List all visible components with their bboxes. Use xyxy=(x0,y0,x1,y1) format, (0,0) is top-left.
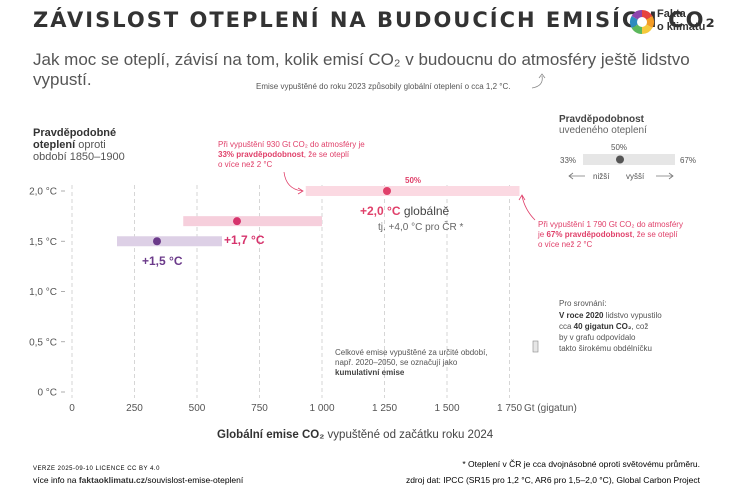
legend-median-dot xyxy=(616,155,624,164)
legend-pct-mid: 50% xyxy=(611,143,627,152)
median-point-0 xyxy=(153,237,161,246)
footer-footnote: * Oteplení v ČR je cca dvojnásobné oprot… xyxy=(462,459,700,469)
footer-source: zdroj dat: IPCC (SR15 pro 1,2 °C, AR6 pr… xyxy=(406,475,701,485)
baseline-note-arrow xyxy=(531,73,546,89)
logo-text: Fakta o klimatu xyxy=(657,8,706,33)
x-tick-label: 750 xyxy=(251,403,268,414)
range-band-0 xyxy=(117,236,222,247)
x-tick-label: 250 xyxy=(126,403,143,414)
legend-title-2: uvedeného oteplení xyxy=(559,125,647,136)
range-band-2 xyxy=(305,186,520,196)
annotation-67-arrow xyxy=(521,195,536,221)
y-tick-label: 0 °C xyxy=(37,388,57,399)
chart-subtitle: Jak moc se oteplí, závisí na tom, kolik … xyxy=(33,50,690,89)
series-label-1-5: +1,5 °C xyxy=(142,254,183,268)
annotation-33-arrow xyxy=(283,171,303,192)
logo-icon xyxy=(629,9,655,35)
cumulative-note-line1: Celkové emise vypuštěné za určité období… xyxy=(335,348,488,357)
annotation-67-line2: je 67% pravděpodobnost, že se oteplí xyxy=(537,230,678,239)
baseline-note: Emise vypuštěné do roku 2023 způsobily g… xyxy=(256,82,511,91)
legend-pct-high: 67% xyxy=(680,156,696,165)
cumulative-note-line2: např. 2020–2050, se označují jako xyxy=(335,358,458,367)
legend-higher: vyšší xyxy=(626,172,645,181)
range-band-1 xyxy=(183,216,322,227)
x-axis-unit: Gt (gigatun) xyxy=(524,403,577,414)
footer-version: VERZE 2025-09-10 LICENCE CC BY 4.0 xyxy=(33,466,160,472)
legend-band xyxy=(583,154,675,165)
series-label-2-0-cz: tj. +4,0 °C pro ČR * xyxy=(378,220,464,233)
annotation-67-line3: o více než 2 °C xyxy=(538,240,593,249)
legend-arrow-right xyxy=(656,172,674,180)
legend-lower: nižší xyxy=(593,172,610,181)
x-tick-label: 1 000 xyxy=(309,403,334,414)
y-axis-label-line1: Pravděpodobné xyxy=(33,127,116,139)
median-50-label: 50% xyxy=(405,176,421,185)
x-axis-label: Globální emise CO₂ vypuštěné od začátku … xyxy=(217,429,494,441)
legend-pct-low: 33% xyxy=(560,156,576,165)
x-tick-label: 1 250 xyxy=(372,403,397,414)
y-tick-label: 2,0 °C xyxy=(29,187,57,198)
x-tick-label: 0 xyxy=(69,403,75,414)
comparison-line3: cca 40 gigatun CO₂, což xyxy=(559,322,648,331)
y-tick-label: 1,0 °C xyxy=(29,287,57,298)
footer-more-info: více info na faktaoklimatu.cz/souvislost… xyxy=(33,475,244,485)
comparison-rect xyxy=(532,340,539,353)
x-tick-label: 1 750 xyxy=(497,403,522,414)
x-tick-label: 500 xyxy=(189,403,206,414)
logo xyxy=(629,9,655,35)
comparison-line4: by v grafu odpovídalo xyxy=(559,333,636,342)
series-label-1-7: +1,7 °C xyxy=(224,233,265,247)
legend-arrow-left xyxy=(568,172,585,180)
y-tick-label: 1,5 °C xyxy=(29,237,57,248)
annotation-33-line2: 33% pravděpodobnost, že se oteplí xyxy=(218,150,350,159)
median-point-2 xyxy=(383,187,391,195)
annotation-33-line1: Při vypuštění 930 Gt CO₂ do atmosféry je xyxy=(218,140,365,149)
x-tick-label: 1 500 xyxy=(434,403,459,414)
legend-title-1: Pravděpodobnost xyxy=(559,114,645,125)
chart-title: ZÁVISLOST OTEPLENÍ NA BUDOUCÍCH EMISÍCH … xyxy=(33,8,717,32)
cumulative-note-line3: kumulativní emise xyxy=(335,368,405,377)
comparison-line5: takto širokému obdélníčku xyxy=(559,344,652,353)
annotation-67-line1: Při vypuštění 1 790 Gt CO₂ do atmosféry xyxy=(538,220,683,229)
median-point-1 xyxy=(233,217,241,226)
series-label-2-0: +2,0 °C globálně xyxy=(360,204,450,218)
annotation-33-line3: o více než 2 °C xyxy=(218,160,273,169)
y-axis-label-line3: období 1850–1900 xyxy=(33,151,125,163)
comparison-line1: Pro srovnání: xyxy=(559,299,607,308)
y-tick-label: 0,5 °C xyxy=(29,337,57,348)
y-axis-label-line2: oteplení oproti xyxy=(33,139,106,151)
comparison-line2: V roce 2020 lidstvo vypustilo xyxy=(559,311,662,320)
